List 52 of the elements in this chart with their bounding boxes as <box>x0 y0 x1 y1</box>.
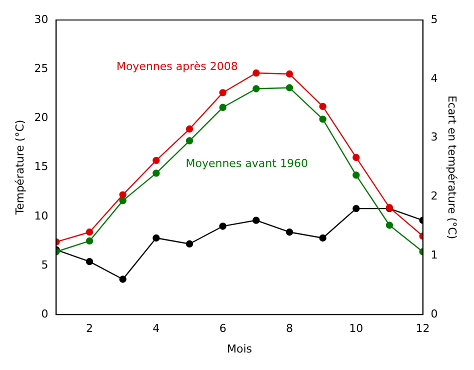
point <box>386 222 394 229</box>
x-tick-label: 8 <box>286 322 293 336</box>
y-axis-title: Température (°C) <box>13 120 26 216</box>
x-tick-label: 4 <box>152 322 160 336</box>
point <box>252 69 260 77</box>
y-tick-label: 5 <box>41 258 48 272</box>
y-tick-label: 25 <box>34 62 48 75</box>
point <box>152 234 160 242</box>
point <box>286 84 294 92</box>
point <box>352 172 360 179</box>
point <box>319 116 326 123</box>
point <box>252 216 260 224</box>
point <box>186 125 194 133</box>
x-tick-label: 6 <box>219 322 226 336</box>
y2-tick-label: 2 <box>430 190 438 203</box>
point <box>352 204 360 212</box>
point <box>119 276 126 283</box>
y-tick-label: 0 <box>41 307 48 320</box>
point <box>219 222 226 230</box>
point <box>352 154 360 162</box>
point <box>186 137 194 144</box>
y2-tick-label: 0 <box>430 307 438 320</box>
point <box>152 170 160 177</box>
point <box>286 228 294 236</box>
point <box>119 197 126 204</box>
y2-tick-label: 5 <box>430 12 438 26</box>
point <box>286 70 294 78</box>
point <box>219 89 226 96</box>
x-tick-label: 10 <box>349 322 364 336</box>
point <box>86 228 94 236</box>
y-tick-label: 30 <box>34 12 48 26</box>
y2-tick-label: 1 <box>430 248 438 262</box>
series-label: Moyennes avant 1960 <box>186 157 308 170</box>
x-tick-label: 12 <box>416 322 430 336</box>
series-label: Moyennes après 2008 <box>116 60 238 73</box>
point <box>86 258 94 266</box>
point <box>152 156 160 164</box>
point <box>186 240 194 248</box>
y2-tick-label: 4 <box>430 72 438 85</box>
x-tick-label: 2 <box>86 322 94 336</box>
y-tick-label: 10 <box>34 209 48 222</box>
point <box>219 104 226 111</box>
x-axis-title: Mois <box>226 342 252 356</box>
point <box>319 102 326 110</box>
point <box>252 85 260 92</box>
y-tick-label: 15 <box>34 160 48 174</box>
y-tick-label: 20 <box>34 111 48 124</box>
point <box>119 191 126 198</box>
point <box>319 234 326 242</box>
y2-tick-label: 3 <box>430 130 438 144</box>
y2-axis-title: Ecart en température (°C) <box>446 95 459 240</box>
point <box>86 237 94 245</box>
